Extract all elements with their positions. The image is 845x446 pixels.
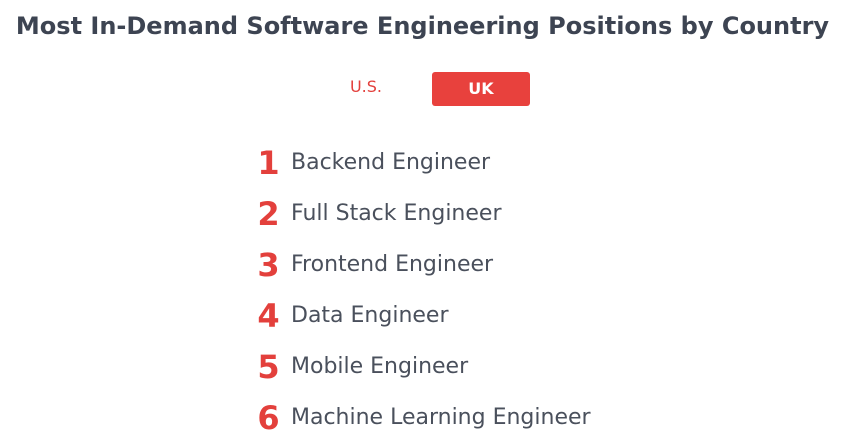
tab-uk[interactable]: UK [432, 72, 530, 106]
page-title: Most In-Demand Software Engineering Posi… [15, 12, 830, 40]
rank-number: 3 [257, 245, 280, 284]
rank-number: 2 [257, 194, 280, 233]
list-item: 4 Data Engineer [246, 290, 591, 341]
position-name: Machine Learning Engineer [291, 405, 591, 430]
rank-number: 1 [257, 143, 280, 182]
list-item: 5 Mobile Engineer [246, 341, 591, 392]
position-name: Mobile Engineer [291, 354, 469, 379]
position-name: Frontend Engineer [291, 252, 494, 277]
list-item: 2 Full Stack Engineer [246, 188, 591, 239]
list-item: 3 Frontend Engineer [246, 239, 591, 290]
positions-list: 1 Backend Engineer 2 Full Stack Engineer… [246, 137, 591, 443]
position-name: Data Engineer [291, 303, 449, 328]
list-item: 6 Machine Learning Engineer [246, 392, 591, 443]
position-name: Backend Engineer [291, 150, 491, 175]
rank-number: 6 [257, 398, 280, 437]
rank-number: 4 [257, 296, 280, 335]
position-name: Full Stack Engineer [291, 201, 502, 226]
tab-us[interactable]: U.S. [349, 77, 383, 96]
list-item: 1 Backend Engineer [246, 137, 591, 188]
rank-number: 5 [257, 347, 280, 386]
